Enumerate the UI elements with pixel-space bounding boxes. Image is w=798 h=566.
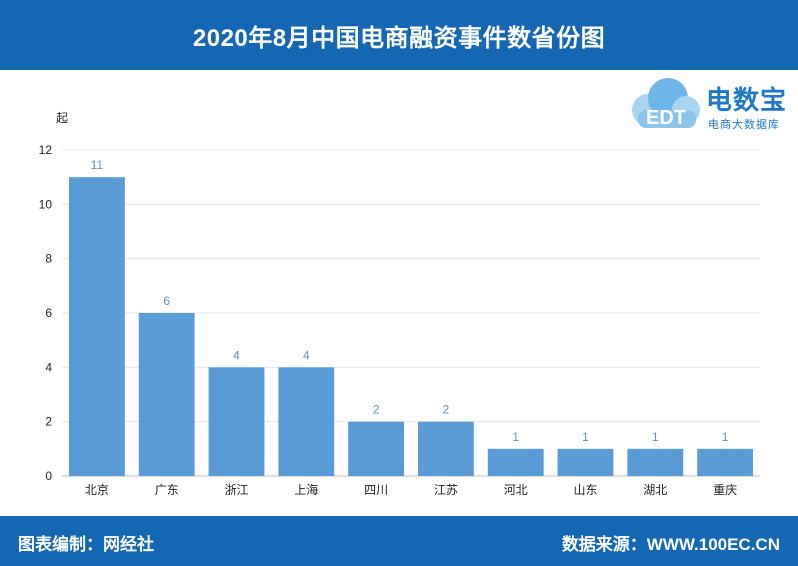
bars xyxy=(68,177,754,476)
footer-credit: 图表编制：网经社 xyxy=(18,535,154,554)
page-title: 2020年8月中国电商融资事件数省份图 xyxy=(192,24,606,52)
x-tick-label: 江苏 xyxy=(434,483,458,497)
x-tick-label: 浙江 xyxy=(224,483,248,497)
y-tick-label: 8 xyxy=(45,252,52,266)
x-tick-label: 重庆 xyxy=(713,483,737,497)
data-label: 1 xyxy=(652,430,659,444)
y-tick-label: 6 xyxy=(45,306,52,320)
y-tick-label: 4 xyxy=(45,360,52,374)
x-tick-label: 河北 xyxy=(504,483,528,497)
data-label: 11 xyxy=(91,158,104,172)
data-label: 1 xyxy=(512,430,519,444)
logo-brand: 电数宝 xyxy=(706,85,788,115)
logo-mark: EDT xyxy=(646,107,686,129)
data-label: 6 xyxy=(163,294,170,308)
x-tick-label: 上海 xyxy=(294,482,318,497)
logo: EDT 电数宝 电商大数据库 xyxy=(626,74,794,138)
bar-7 xyxy=(557,448,614,476)
cloud-logo-icon: EDT xyxy=(632,78,700,129)
y-tick-label: 12 xyxy=(39,143,53,157)
footer-banner: 图表编制：网经社 数据来源：WWW.100EC.CN xyxy=(0,516,798,566)
data-label: 2 xyxy=(443,403,450,417)
x-tick-label: 山东 xyxy=(573,483,597,497)
bar-5 xyxy=(417,421,474,476)
logo-subtitle: 电商大数据库 xyxy=(708,119,780,131)
bar-9 xyxy=(697,448,754,476)
footer-source: 数据来源：WWW.100EC.CN xyxy=(561,535,780,554)
labels: 11 北京 6 广东 4 浙江 4 上海 2 四川 2 江苏 1 河北 1 山东 1 湖北 1 重庆 xyxy=(85,158,737,497)
bar-3 xyxy=(278,367,335,476)
y-tick-label: 2 xyxy=(45,415,52,429)
y-tick-label: 10 xyxy=(39,197,53,211)
x-tick-label: 北京 xyxy=(85,483,109,497)
x-tick-label: 四川 xyxy=(364,483,388,497)
data-label: 2 xyxy=(373,403,380,417)
bar-chart: 0 2 4 6 8 10 12 11 北京 6 广东 4 浙江 4 上海 2 四川 2 江苏 1 河北 1 山东 1 湖北 1 重… xyxy=(39,111,760,497)
title-banner: 2020年8月中国电商融资事件数省份图 xyxy=(0,0,798,70)
bar-2 xyxy=(208,367,265,476)
data-label: 1 xyxy=(582,430,589,444)
x-tick-label: 广东 xyxy=(155,483,179,497)
x-tick-label: 湖北 xyxy=(643,482,667,497)
data-label: 1 xyxy=(722,430,729,444)
bar-6 xyxy=(487,448,544,476)
bar-4 xyxy=(348,421,405,476)
y-axis-unit-label: 起 xyxy=(56,111,68,125)
bar-0 xyxy=(68,177,125,476)
data-label: 4 xyxy=(303,348,310,362)
bar-1 xyxy=(138,313,195,476)
y-tick-label: 0 xyxy=(45,469,52,483)
bar-8 xyxy=(627,448,684,476)
data-label: 4 xyxy=(233,348,240,362)
